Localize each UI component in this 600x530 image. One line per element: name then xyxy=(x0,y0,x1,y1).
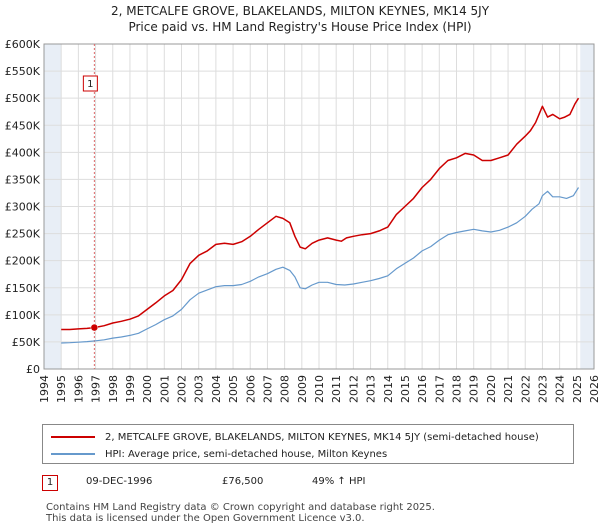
y-tick-label: £0 xyxy=(26,363,40,376)
x-tick-label: 2023 xyxy=(536,375,549,403)
x-tick-label: 2021 xyxy=(502,375,515,403)
x-tick-label: 2002 xyxy=(176,375,189,403)
x-tick-label: 1999 xyxy=(124,375,137,403)
x-tick-label: 2014 xyxy=(382,375,395,403)
x-tick-label: 2011 xyxy=(330,375,343,403)
legend-label-property: 2, METCALFE GROVE, BLAKELANDS, MILTON KE… xyxy=(105,431,539,443)
plot-border xyxy=(43,43,595,370)
sale-number-badge: 1 xyxy=(42,475,58,491)
legend-label-hpi: HPI: Average price, semi-detached house,… xyxy=(105,448,388,460)
x-tick-label: 2020 xyxy=(485,375,498,403)
x-tick-label: 2025 xyxy=(571,375,584,403)
sale-point xyxy=(90,323,99,332)
price-chart: 1994 1995 1996 1997 1998 1999 2000 2001 2002 2003… xyxy=(5,38,600,403)
x-tick-label: 2007 xyxy=(261,375,274,403)
x-tick-label: 2016 xyxy=(416,375,429,403)
y-tick-label: £350K xyxy=(5,173,41,186)
y-tick-label: £550K xyxy=(5,65,41,78)
x-tick-label: 2026 xyxy=(588,375,600,403)
chart-subtitle: Price paid vs. HM Land Registry's House … xyxy=(128,20,472,34)
x-tick-label: 1997 xyxy=(90,375,103,403)
legend: 2, METCALFE GROVE, BLAKELANDS, MILTON KE… xyxy=(42,424,574,464)
sale-price: £76,500 xyxy=(222,476,264,487)
x-tick-label: 2017 xyxy=(433,375,446,403)
x-tick-label: 2009 xyxy=(296,375,309,403)
x-tick-label: 2003 xyxy=(193,375,206,403)
x-tick-label: 2005 xyxy=(227,375,240,403)
x-tick-label: 2010 xyxy=(313,375,326,403)
x-tick-label: 1994 xyxy=(38,375,51,403)
y-tick-label: £250K xyxy=(5,228,41,241)
legend-swatch-hpi xyxy=(51,453,95,455)
sale-label-box xyxy=(82,75,98,92)
chart-title: 2, METCALFE GROVE, BLAKELANDS, MILTON KE… xyxy=(110,4,490,18)
y-tick-label: £450K xyxy=(5,119,41,132)
property-series-line xyxy=(61,97,580,331)
sale-date: 09-DEC-1996 xyxy=(86,476,153,487)
hpi-series-line xyxy=(61,187,580,344)
x-tick-label: 2008 xyxy=(279,375,292,403)
y-tick-label: £600K xyxy=(5,38,41,51)
x-tick-label: 1998 xyxy=(107,375,120,403)
x-tick-label: 2012 xyxy=(347,375,360,403)
y-tick-label: £400K xyxy=(5,146,41,159)
x-tick-label: 2019 xyxy=(468,375,481,403)
legend-swatch-property xyxy=(51,436,95,438)
footer-copyright: Contains HM Land Registry data © Crown c… xyxy=(46,502,435,513)
y-tick-label: £100K xyxy=(5,309,41,322)
footer: Contains HM Land Registry data © Crown c… xyxy=(46,502,435,524)
x-tick-label: 2015 xyxy=(399,375,412,403)
x-tick-label: 2013 xyxy=(365,375,378,403)
legend-item-property: 2, METCALFE GROVE, BLAKELANDS, MILTON KE… xyxy=(51,429,539,445)
x-tick-label: 2024 xyxy=(554,375,567,403)
sale-label: 1 xyxy=(87,79,93,90)
y-tick-label: £200K xyxy=(5,255,41,268)
y-tick-label: £500K xyxy=(5,92,41,105)
x-tick-label: 1996 xyxy=(72,375,85,403)
x-tick-label: 2006 xyxy=(244,375,257,403)
y-tick-label: £150K xyxy=(5,282,41,295)
x-tick-label: 2018 xyxy=(451,375,464,403)
x-tick-label: 2022 xyxy=(519,375,532,403)
legend-item-hpi: HPI: Average price, semi-detached house,… xyxy=(51,446,387,462)
y-tick-label: £300K xyxy=(5,201,41,214)
x-tick-label: 2004 xyxy=(210,375,223,403)
x-tick-label: 1995 xyxy=(55,375,68,403)
x-tick-label: 2000 xyxy=(141,375,154,403)
sale-hpi-change: 49% ↑ HPI xyxy=(312,476,366,487)
x-tick-label: 2001 xyxy=(158,375,171,403)
footer-licence: This data is licensed under the Open Gov… xyxy=(46,513,365,524)
y-tick-label: £50K xyxy=(12,336,41,349)
